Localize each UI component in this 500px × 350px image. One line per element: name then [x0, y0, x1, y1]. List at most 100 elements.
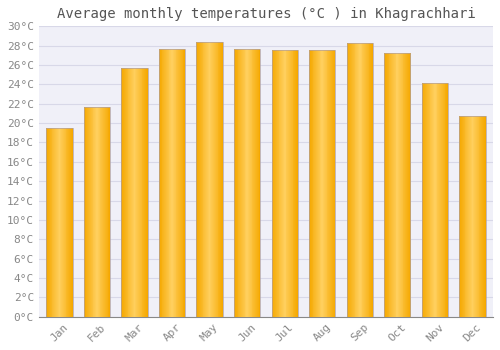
Bar — [140, 68, 141, 317]
Bar — [398, 54, 399, 317]
Bar — [481, 116, 482, 317]
Bar — [364, 43, 365, 317]
Bar — [433, 83, 434, 317]
Bar — [477, 116, 478, 317]
Bar — [202, 42, 203, 317]
Bar — [284, 50, 286, 317]
Bar — [460, 116, 485, 317]
Bar — [426, 83, 427, 317]
Bar — [84, 107, 86, 317]
Bar — [138, 68, 139, 317]
Bar — [250, 49, 252, 317]
Bar — [466, 116, 467, 317]
Bar — [402, 54, 404, 317]
Bar — [316, 50, 317, 317]
Bar — [309, 50, 336, 317]
Bar — [276, 50, 277, 317]
Bar — [405, 54, 406, 317]
Bar — [84, 107, 85, 317]
Bar — [318, 50, 320, 317]
Bar — [52, 128, 54, 317]
Bar — [159, 49, 160, 317]
Bar — [89, 107, 90, 317]
Bar — [94, 107, 96, 317]
Bar — [142, 68, 144, 317]
Bar — [391, 54, 392, 317]
Bar — [173, 49, 174, 317]
Bar — [200, 42, 201, 317]
Bar — [281, 50, 282, 317]
Bar — [49, 128, 50, 317]
Bar — [444, 83, 446, 317]
Bar — [346, 43, 348, 317]
Bar — [198, 42, 199, 317]
Bar — [164, 49, 165, 317]
Bar — [360, 43, 362, 317]
Bar — [469, 116, 470, 317]
Bar — [69, 128, 70, 317]
Bar — [216, 42, 218, 317]
Bar — [235, 49, 236, 317]
Bar — [162, 49, 164, 317]
Bar — [63, 128, 64, 317]
Bar — [367, 43, 368, 317]
Bar — [242, 49, 243, 317]
Bar — [214, 42, 215, 317]
Bar — [57, 128, 58, 317]
Bar — [48, 128, 49, 317]
Bar — [86, 107, 88, 317]
Bar — [176, 49, 178, 317]
Bar — [61, 128, 62, 317]
Bar — [359, 43, 360, 317]
Bar — [166, 49, 167, 317]
Bar — [212, 42, 213, 317]
Bar — [289, 50, 290, 317]
Bar — [317, 50, 318, 317]
Bar — [234, 49, 260, 317]
Bar — [147, 68, 148, 317]
Bar — [133, 68, 134, 317]
Bar — [328, 50, 330, 317]
Bar — [171, 49, 172, 317]
Bar — [407, 54, 408, 317]
Bar — [333, 50, 334, 317]
Bar — [208, 42, 210, 317]
Bar — [206, 42, 207, 317]
Bar — [278, 50, 280, 317]
Bar — [286, 50, 288, 317]
Bar — [309, 50, 310, 317]
Bar — [241, 49, 242, 317]
Bar — [139, 68, 140, 317]
Bar — [358, 43, 359, 317]
Bar — [460, 116, 461, 317]
Bar — [54, 128, 55, 317]
Bar — [320, 50, 322, 317]
Bar — [145, 68, 146, 317]
Bar — [68, 128, 69, 317]
Bar — [438, 83, 440, 317]
Bar — [249, 49, 250, 317]
Bar — [394, 54, 396, 317]
Bar — [247, 49, 248, 317]
Bar — [422, 83, 448, 317]
Bar — [55, 128, 56, 317]
Bar — [482, 116, 483, 317]
Bar — [98, 107, 99, 317]
Bar — [91, 107, 92, 317]
Bar — [221, 42, 222, 317]
Bar — [137, 68, 138, 317]
Bar — [238, 49, 240, 317]
Bar — [84, 107, 110, 317]
Bar — [467, 116, 468, 317]
Bar — [100, 107, 102, 317]
Bar — [447, 83, 448, 317]
Bar — [215, 42, 216, 317]
Bar — [462, 116, 463, 317]
Bar — [199, 42, 200, 317]
Bar — [390, 54, 391, 317]
Bar — [366, 43, 367, 317]
Bar — [178, 49, 179, 317]
Bar — [296, 50, 297, 317]
Bar — [222, 42, 223, 317]
Bar — [254, 49, 255, 317]
